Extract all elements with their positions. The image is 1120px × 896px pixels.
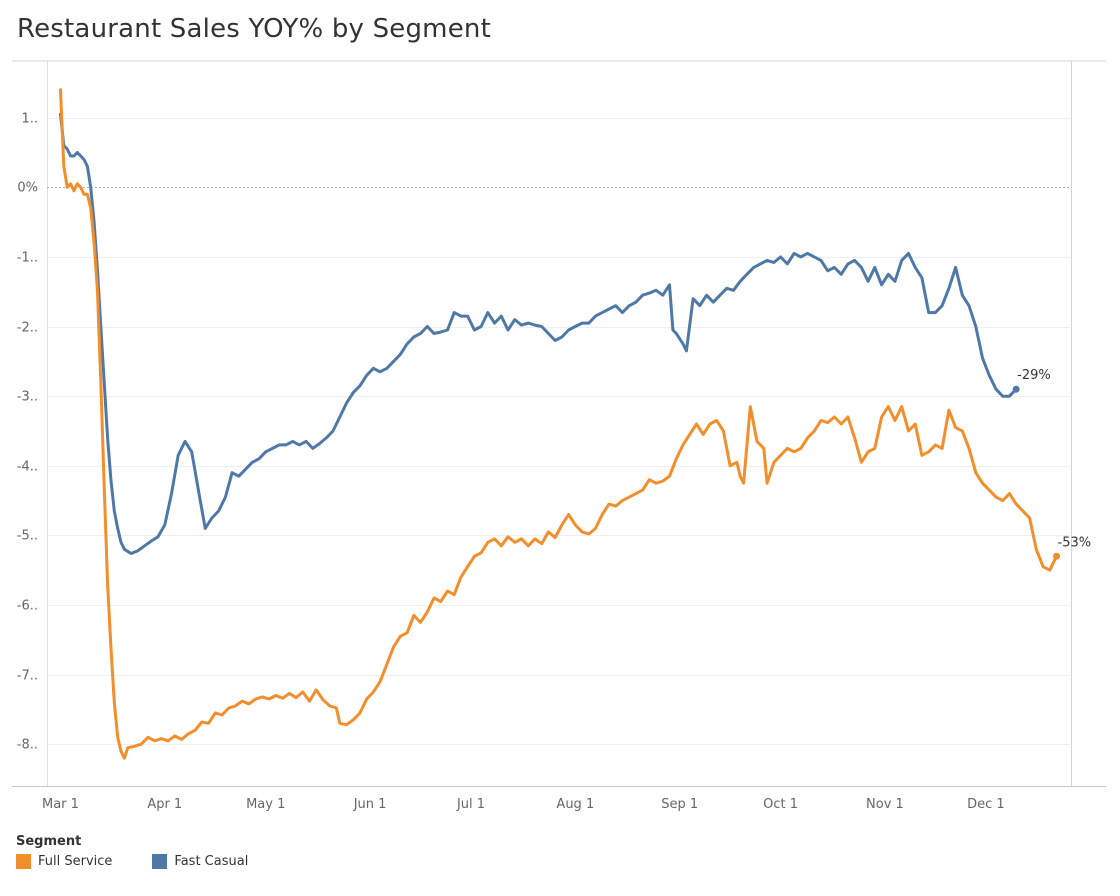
gridlines: [47, 118, 1070, 745]
y-tick-label: -7..: [17, 669, 38, 684]
y-tick-label: -6..: [17, 599, 38, 614]
y-tick-label: -8..: [17, 738, 38, 753]
end-point-fast-casual: [1012, 385, 1020, 393]
x-tick-label: Mar 1: [42, 797, 79, 812]
x-tick-label: Apr 1: [147, 797, 182, 812]
y-tick-label: -3..: [17, 390, 38, 405]
line-chart: 1.. 0% -1.. -2.. -3.. -4.. -5.. -6.. -7.. -8.. Ma…: [12, 60, 1106, 812]
y-tick-label: -1..: [17, 251, 38, 266]
end-label-fast-casual: -29%: [1017, 368, 1051, 383]
legend: Segment Full Service Fast Casual: [16, 834, 248, 869]
x-tick-label: Sep 1: [661, 797, 698, 812]
series-line-full-service: [59, 88, 1058, 760]
x-tick-label: Oct 1: [763, 797, 798, 812]
x-tick-label: Jul 1: [456, 797, 485, 812]
x-tick-label: Nov 1: [866, 797, 904, 812]
legend-title: Segment: [16, 834, 82, 849]
y-tick-label: -5..: [17, 529, 38, 544]
x-tick-label: May 1: [246, 797, 285, 812]
y-axis: 1.. 0% -1.. -2.. -3.. -4.. -5.. -6.. -7.. -8..: [17, 112, 38, 753]
series-lines: [59, 88, 1061, 760]
y-tick-label: 1..: [21, 112, 38, 127]
legend-swatch: [16, 854, 31, 869]
end-label-full-service: -53%: [1058, 535, 1092, 550]
end-point-full-service: [1053, 552, 1061, 560]
legend-item-fast-casual[interactable]: Fast Casual: [152, 854, 248, 869]
y-tick-label: 0%: [17, 181, 38, 196]
end-labels: -29% -53%: [1017, 368, 1091, 550]
chart-title: Restaurant Sales YOY% by Segment: [17, 14, 491, 44]
x-tick-label: Jun 1: [353, 797, 387, 812]
series-line-fast-casual: [59, 112, 1018, 555]
legend-label: Full Service: [38, 854, 113, 869]
x-axis: Mar 1 Apr 1 May 1 Jun 1 Jul 1 Aug 1 Sep 1 Oct 1…: [42, 797, 1005, 812]
y-tick-label: -4..: [17, 460, 38, 475]
x-tick-label: Aug 1: [556, 797, 594, 812]
legend-items: Full Service Fast Casual: [16, 854, 248, 869]
y-tick-label: -2..: [17, 321, 38, 336]
chart-frame: [12, 60, 1106, 787]
x-tick-label: Dec 1: [967, 797, 1005, 812]
legend-item-full-service[interactable]: Full Service: [16, 854, 112, 869]
legend-swatch: [152, 854, 168, 869]
legend-label: Fast Casual: [174, 854, 249, 869]
